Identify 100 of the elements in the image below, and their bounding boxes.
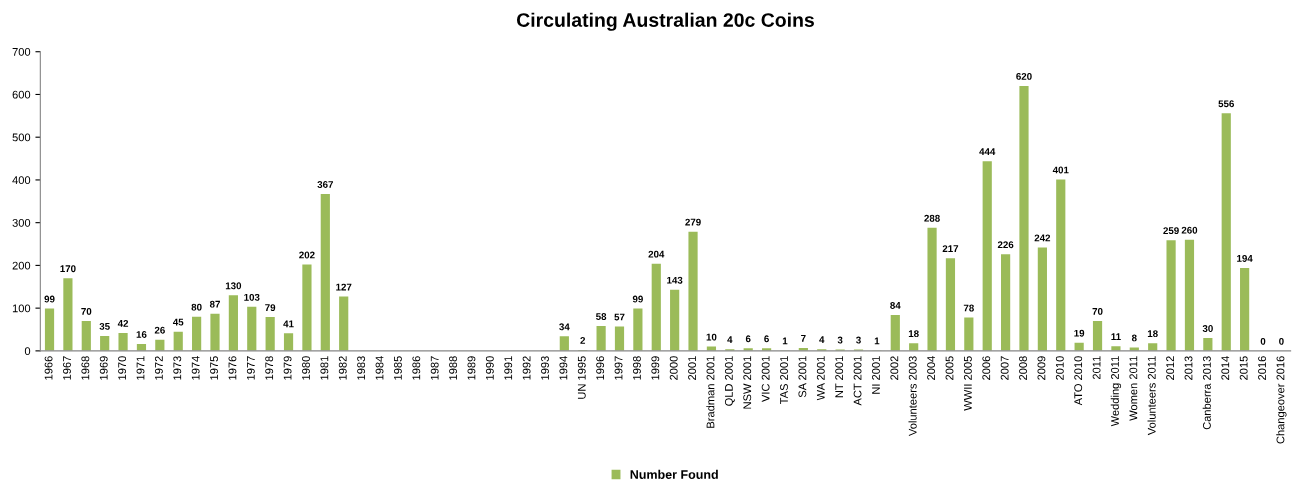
x-tick-label: 1974 (191, 356, 200, 380)
x-tick-label: NT 2001 (835, 356, 844, 398)
data-label: 103 (244, 293, 260, 301)
x-tick-label: 1979 (283, 356, 292, 380)
x-tick-label: NI 2001 (872, 356, 880, 394)
y-tick-label: 600 (12, 90, 31, 99)
data-label: 242 (1034, 234, 1051, 242)
x-tick-label: 1966 (44, 356, 53, 380)
data-label: 6 (764, 335, 769, 343)
data-label: 7 (801, 335, 806, 342)
data-label: 556 (1218, 100, 1234, 108)
data-label: 16 (136, 331, 147, 338)
data-label: 26 (154, 326, 165, 334)
x-tick-label: 1973 (173, 356, 182, 380)
x-tick-label: 1998 (633, 356, 641, 380)
legend-label: Number Found (630, 469, 718, 479)
x-tick-label: 2007 (1000, 356, 1009, 380)
x-tick-label: 1997 (614, 356, 623, 380)
data-label: 18 (1147, 330, 1158, 338)
x-tick-label: 2004 (927, 356, 936, 380)
data-label: 259 (1163, 227, 1179, 235)
x-tick-label: Canberra 2013 (1202, 356, 1211, 430)
data-label: 35 (99, 322, 110, 330)
x-tick-label: 1967 (63, 356, 71, 380)
data-label: 217 (942, 245, 959, 252)
x-tick-label: 2013 (1184, 356, 1193, 380)
data-label: 42 (117, 319, 129, 327)
x-tick-label: WA 2001 (816, 356, 825, 401)
x-tick-label: 2010 (1055, 356, 1064, 380)
y-tick-label: 100 (12, 304, 31, 313)
x-tick-label: 2000 (669, 356, 678, 380)
data-label: 3 (837, 336, 843, 344)
data-label: 0 (1279, 337, 1284, 345)
x-tick-label: 1999 (651, 356, 660, 380)
data-label: 260 (1181, 226, 1198, 234)
data-label: 202 (299, 251, 315, 259)
data-label: 57 (614, 313, 625, 321)
x-tick-label: QLD 2001 (724, 356, 735, 406)
x-tick-label: 1978 (265, 356, 274, 380)
data-label: 30 (1202, 325, 1213, 332)
x-tick-label: 1968 (81, 356, 90, 380)
data-label: 11 (1111, 333, 1121, 340)
y-tick-label: 300 (12, 218, 31, 227)
data-label: 194 (1237, 254, 1253, 262)
x-tick-label: VIC 2001 (761, 356, 770, 403)
data-label: 84 (890, 302, 901, 309)
x-tick-label: ATO 2010 (1074, 356, 1083, 406)
data-label: 19 (1074, 329, 1085, 337)
x-tick-label: 1982 (338, 356, 347, 380)
data-label: 99 (632, 295, 643, 303)
x-tick-label: 2002 (890, 356, 899, 380)
x-tick-label: 2009 (1037, 356, 1046, 380)
data-label: 4 (727, 336, 733, 343)
x-tick-label: 2012 (1166, 356, 1175, 380)
x-tick-label: Volunteers 2003 (908, 356, 917, 436)
x-tick-label: Wedding 2011 (1110, 356, 1122, 427)
y-tick-label: 500 (12, 133, 31, 142)
data-label: 41 (283, 320, 294, 328)
y-tick-label: 400 (12, 176, 31, 185)
x-tick-label: NSW 2001 (743, 356, 752, 409)
data-label: 79 (265, 304, 276, 312)
x-tick-label: Volunteers 2011 (1147, 356, 1156, 436)
data-label: 401 (1052, 166, 1069, 174)
x-tick-label: 1983 (357, 356, 366, 380)
data-label: 170 (60, 265, 76, 273)
data-label: 6 (745, 335, 751, 343)
x-tick-label: UN 1995 (577, 356, 586, 399)
x-tick-label: Changeover 2016 (1276, 356, 1287, 444)
x-tick-label: 2011 (1092, 356, 1101, 380)
data-label: 4 (819, 336, 825, 343)
data-label: 1 (782, 337, 788, 345)
y-tick-label: 0 (24, 347, 31, 356)
data-label: 10 (706, 333, 717, 341)
x-tick-label: 1976 (228, 356, 237, 380)
data-label: 1 (874, 337, 880, 345)
x-tick-label: TAS 2001 (780, 356, 788, 405)
data-label: 78 (963, 304, 974, 312)
x-tick-label: 2001 (688, 356, 697, 380)
x-tick-label: 2005 (945, 356, 954, 380)
x-tick-label: Bradman 2001 (706, 356, 715, 428)
data-label: 8 (1131, 334, 1137, 342)
data-label: 18 (908, 330, 919, 338)
x-tick-label: WWII 2005 (963, 356, 972, 411)
data-label: 620 (1016, 72, 1032, 80)
x-tick-label: 1986 (412, 356, 421, 380)
x-tick-label: 1977 (246, 356, 255, 380)
data-label: 0 (1260, 337, 1266, 345)
data-label: 130 (225, 282, 242, 290)
x-tick-label: 2006 (982, 356, 991, 380)
data-label: 226 (997, 241, 1014, 249)
x-tick-label: 1971 (136, 356, 145, 380)
data-label: 80 (191, 303, 202, 311)
data-label: 367 (317, 181, 333, 188)
x-tick-label: ACT 2001 (853, 356, 862, 406)
data-label: 2 (580, 337, 586, 344)
x-tick-label: 1996 (596, 356, 605, 380)
x-tick-label: 1994 (559, 356, 568, 380)
data-label: 444 (979, 148, 996, 155)
x-tick-label: 1990 (485, 356, 494, 380)
data-label: 58 (596, 313, 607, 320)
